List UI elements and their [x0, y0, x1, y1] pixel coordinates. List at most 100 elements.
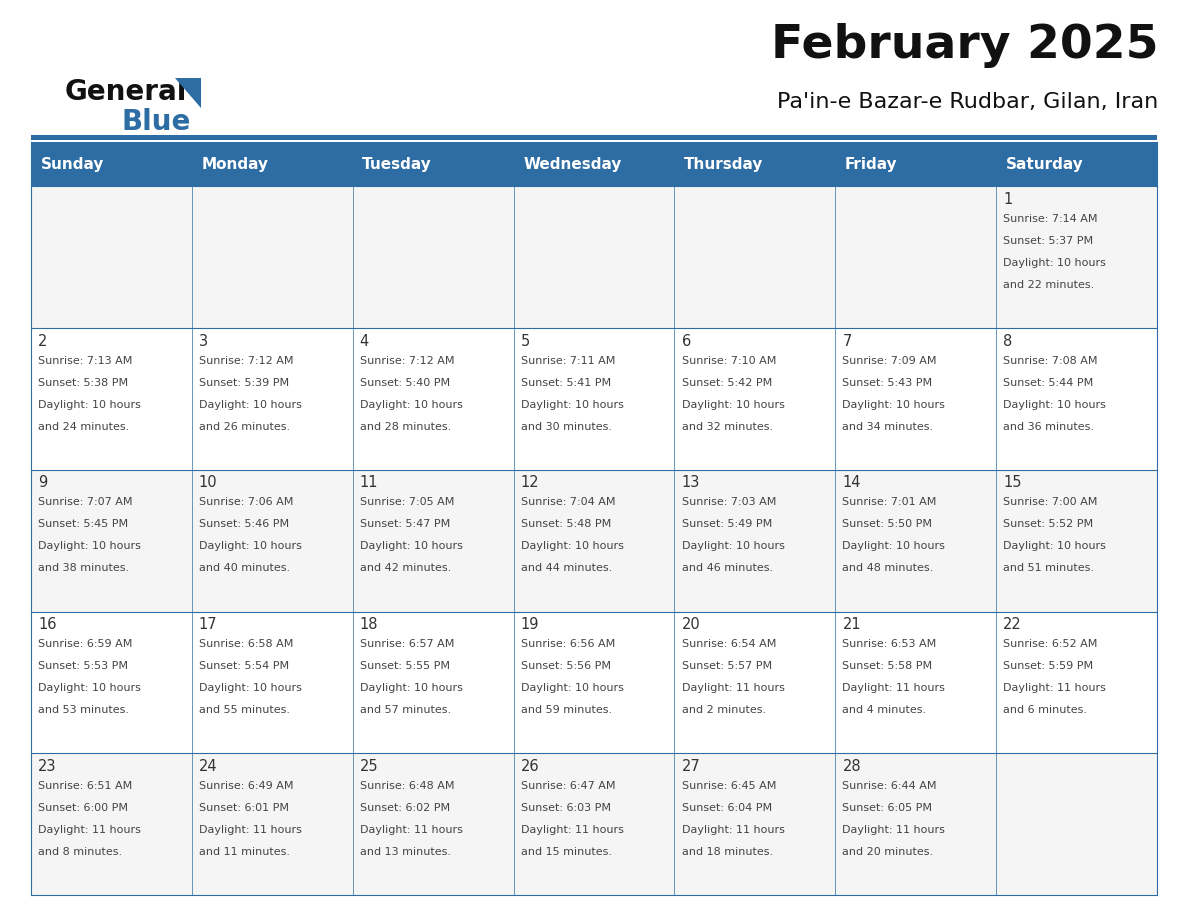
Text: Sunrise: 6:49 AM: Sunrise: 6:49 AM	[198, 781, 293, 790]
Text: Daylight: 10 hours: Daylight: 10 hours	[38, 683, 141, 693]
Text: 25: 25	[360, 759, 379, 774]
Text: Sunrise: 7:00 AM: Sunrise: 7:00 AM	[1004, 498, 1098, 508]
Text: Sunrise: 7:09 AM: Sunrise: 7:09 AM	[842, 355, 937, 365]
Text: Sunrise: 6:51 AM: Sunrise: 6:51 AM	[38, 781, 132, 790]
Bar	[353, 142, 513, 186]
Text: Sunset: 5:48 PM: Sunset: 5:48 PM	[520, 520, 611, 530]
Text: Daylight: 11 hours: Daylight: 11 hours	[842, 683, 946, 693]
Text: 19: 19	[520, 617, 539, 633]
Text: Sunset: 5:57 PM: Sunset: 5:57 PM	[682, 661, 772, 671]
Text: and 38 minutes.: and 38 minutes.	[38, 564, 129, 574]
Bar	[31, 754, 1157, 895]
Text: Sunrise: 6:45 AM: Sunrise: 6:45 AM	[682, 781, 776, 790]
Text: Sunset: 5:56 PM: Sunset: 5:56 PM	[520, 661, 611, 671]
Polygon shape	[175, 78, 201, 108]
Text: Sunset: 5:54 PM: Sunset: 5:54 PM	[198, 661, 289, 671]
Text: and 8 minutes.: and 8 minutes.	[38, 847, 122, 856]
Text: Daylight: 11 hours: Daylight: 11 hours	[682, 683, 784, 693]
Text: Daylight: 11 hours: Daylight: 11 hours	[842, 825, 946, 834]
Text: Daylight: 11 hours: Daylight: 11 hours	[360, 825, 462, 834]
Text: and 4 minutes.: and 4 minutes.	[842, 705, 927, 715]
Text: 17: 17	[198, 617, 217, 633]
Text: Sunrise: 7:13 AM: Sunrise: 7:13 AM	[38, 355, 132, 365]
Text: Daylight: 10 hours: Daylight: 10 hours	[198, 399, 302, 409]
Text: Blue: Blue	[121, 108, 190, 137]
Bar	[835, 142, 997, 186]
Text: and 11 minutes.: and 11 minutes.	[198, 847, 290, 856]
Text: General: General	[64, 78, 187, 106]
Text: Sunrise: 6:54 AM: Sunrise: 6:54 AM	[682, 639, 776, 649]
Text: Sunrise: 6:44 AM: Sunrise: 6:44 AM	[842, 781, 937, 790]
Text: Sunrise: 6:59 AM: Sunrise: 6:59 AM	[38, 639, 132, 649]
Text: Sunrise: 6:53 AM: Sunrise: 6:53 AM	[842, 639, 936, 649]
Text: Sunrise: 7:06 AM: Sunrise: 7:06 AM	[198, 498, 293, 508]
Text: and 6 minutes.: and 6 minutes.	[1004, 705, 1087, 715]
Text: 18: 18	[360, 617, 378, 633]
Bar	[31, 135, 1157, 140]
Text: Sunset: 6:02 PM: Sunset: 6:02 PM	[360, 803, 450, 812]
Text: Sunset: 5:43 PM: Sunset: 5:43 PM	[842, 377, 933, 387]
Text: Sunset: 5:41 PM: Sunset: 5:41 PM	[520, 377, 611, 387]
Text: 13: 13	[682, 476, 700, 490]
Text: Daylight: 10 hours: Daylight: 10 hours	[842, 399, 946, 409]
Text: 12: 12	[520, 476, 539, 490]
Text: 10: 10	[198, 476, 217, 490]
Text: Wednesday: Wednesday	[523, 157, 621, 172]
Text: Sunrise: 7:04 AM: Sunrise: 7:04 AM	[520, 498, 615, 508]
Text: and 22 minutes.: and 22 minutes.	[1004, 280, 1094, 290]
Text: 14: 14	[842, 476, 861, 490]
Text: Sunrise: 6:47 AM: Sunrise: 6:47 AM	[520, 781, 615, 790]
Text: Sunset: 6:05 PM: Sunset: 6:05 PM	[842, 803, 933, 812]
Text: and 20 minutes.: and 20 minutes.	[842, 847, 934, 856]
Text: Sunset: 5:38 PM: Sunset: 5:38 PM	[38, 377, 128, 387]
Text: February 2025: February 2025	[771, 23, 1158, 68]
Text: and 13 minutes.: and 13 minutes.	[360, 847, 450, 856]
Text: Sunrise: 7:12 AM: Sunrise: 7:12 AM	[198, 355, 293, 365]
Text: Sunset: 5:42 PM: Sunset: 5:42 PM	[682, 377, 772, 387]
Text: Sunset: 6:04 PM: Sunset: 6:04 PM	[682, 803, 772, 812]
Text: and 26 minutes.: and 26 minutes.	[198, 421, 290, 431]
Text: Sunset: 6:01 PM: Sunset: 6:01 PM	[198, 803, 289, 812]
Text: Sunrise: 7:12 AM: Sunrise: 7:12 AM	[360, 355, 454, 365]
Text: 5: 5	[520, 333, 530, 349]
Text: Daylight: 10 hours: Daylight: 10 hours	[1004, 258, 1106, 268]
Text: and 32 minutes.: and 32 minutes.	[682, 421, 772, 431]
Text: Sunset: 6:03 PM: Sunset: 6:03 PM	[520, 803, 611, 812]
Text: Sunset: 5:45 PM: Sunset: 5:45 PM	[38, 520, 128, 530]
Text: Pa'in-e Bazar-e Rudbar, Gilan, Iran: Pa'in-e Bazar-e Rudbar, Gilan, Iran	[777, 92, 1158, 112]
Text: Sunrise: 7:05 AM: Sunrise: 7:05 AM	[360, 498, 454, 508]
Text: Sunset: 5:40 PM: Sunset: 5:40 PM	[360, 377, 450, 387]
Bar	[675, 142, 835, 186]
Text: 28: 28	[842, 759, 861, 774]
Text: and 44 minutes.: and 44 minutes.	[520, 564, 612, 574]
Text: and 2 minutes.: and 2 minutes.	[682, 705, 766, 715]
Text: Daylight: 10 hours: Daylight: 10 hours	[198, 542, 302, 552]
Text: and 51 minutes.: and 51 minutes.	[1004, 564, 1094, 574]
Text: 20: 20	[682, 617, 700, 633]
Bar	[31, 186, 1157, 328]
Text: 8: 8	[1004, 333, 1012, 349]
Text: 6: 6	[682, 333, 691, 349]
Text: Sunrise: 6:58 AM: Sunrise: 6:58 AM	[198, 639, 293, 649]
Text: Sunset: 5:39 PM: Sunset: 5:39 PM	[198, 377, 289, 387]
Text: Sunset: 5:52 PM: Sunset: 5:52 PM	[1004, 520, 1093, 530]
Text: Sunset: 5:59 PM: Sunset: 5:59 PM	[1004, 661, 1093, 671]
Text: Sunrise: 7:14 AM: Sunrise: 7:14 AM	[1004, 214, 1098, 224]
Bar	[31, 611, 1157, 754]
Text: Friday: Friday	[845, 157, 897, 172]
Text: and 15 minutes.: and 15 minutes.	[520, 847, 612, 856]
Text: Sunrise: 7:01 AM: Sunrise: 7:01 AM	[842, 498, 937, 508]
Text: and 55 minutes.: and 55 minutes.	[198, 705, 290, 715]
Text: Sunset: 5:55 PM: Sunset: 5:55 PM	[360, 661, 450, 671]
Text: 21: 21	[842, 617, 861, 633]
Text: and 57 minutes.: and 57 minutes.	[360, 705, 451, 715]
Text: and 28 minutes.: and 28 minutes.	[360, 421, 451, 431]
Text: 11: 11	[360, 476, 378, 490]
Text: Daylight: 10 hours: Daylight: 10 hours	[1004, 542, 1106, 552]
Bar	[31, 328, 1157, 470]
Text: Sunset: 5:50 PM: Sunset: 5:50 PM	[842, 520, 933, 530]
Text: Sunrise: 7:03 AM: Sunrise: 7:03 AM	[682, 498, 776, 508]
Text: Daylight: 11 hours: Daylight: 11 hours	[682, 825, 784, 834]
Text: Sunset: 5:47 PM: Sunset: 5:47 PM	[360, 520, 450, 530]
Text: Daylight: 10 hours: Daylight: 10 hours	[520, 399, 624, 409]
